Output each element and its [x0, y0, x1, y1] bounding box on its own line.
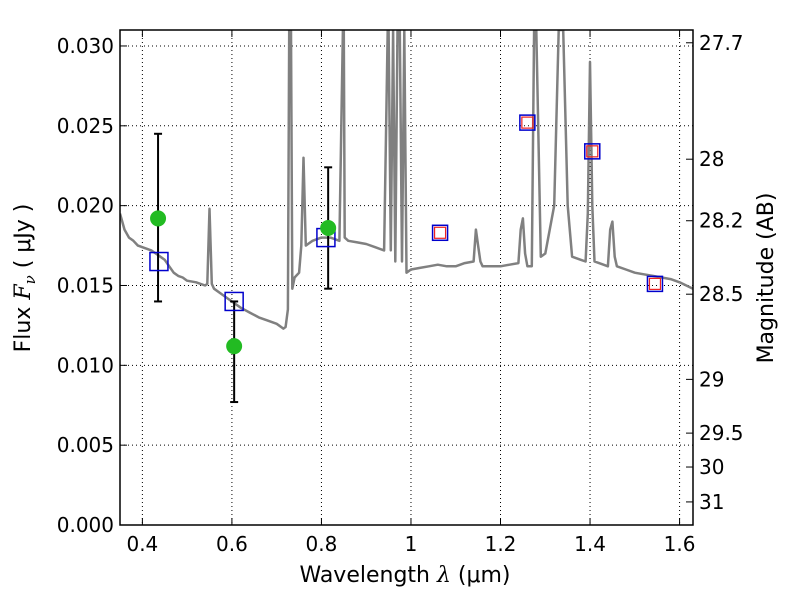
x-tick-label: 0.6	[216, 532, 248, 556]
right-y-tick-label: 27.7	[699, 31, 744, 55]
x-tick-label: 1.6	[664, 532, 696, 556]
grid-layer	[120, 30, 693, 526]
right-y-tick-label: 28	[699, 147, 724, 171]
x-tick-label: 0.8	[306, 532, 338, 556]
x-tick-label: 0.4	[126, 532, 158, 556]
model-fit-box	[433, 226, 447, 239]
axis-layer: 0.4 0.6 0.8 1 1.2 1.4 1.6 0.000 0.005 0.010 0.015 0…	[57, 29, 744, 556]
right-y-tick-label: 28.2	[699, 209, 744, 233]
y-axis-label: Flux Fν ( μJy )	[11, 204, 39, 353]
model-fit-box	[586, 145, 599, 158]
observed-point	[150, 210, 167, 227]
model-photometry-box	[519, 114, 536, 131]
plot-frame	[119, 29, 694, 526]
model-photometry-box	[646, 275, 664, 293]
model-fit-box	[521, 116, 534, 129]
right-y-tick-label: 31	[699, 490, 724, 514]
right-y-tick-label: 29.5	[699, 421, 744, 445]
model-photometry-box	[431, 224, 449, 242]
model-photometry-box	[224, 291, 244, 312]
model-fit-box	[648, 277, 662, 290]
marker-layer	[149, 114, 664, 404]
x-axis-label: Wavelength λ (μm)	[299, 563, 510, 588]
x-tick-label: 1	[405, 532, 418, 556]
y-tick-label: 0.025	[57, 114, 114, 138]
model-spectrum-line	[120, 30, 693, 330]
model-photometry-box	[584, 143, 601, 160]
right-y-tick-label: 30	[699, 455, 724, 479]
y-tick-label: 0.005	[57, 433, 114, 457]
y-tick-label: 0.020	[57, 194, 114, 218]
right-y-tick-label: 28.5	[699, 282, 744, 306]
observed-point	[226, 338, 243, 355]
y-tick-label: 0.030	[57, 34, 114, 58]
model-photometry-box	[149, 251, 169, 272]
y-tick-label: 0.015	[57, 273, 114, 297]
right-y-axis-label: Magnitude (AB)	[754, 193, 779, 364]
right-y-tick-label: 29	[699, 367, 724, 391]
y-tick-label: 0.010	[57, 353, 114, 377]
y-tick-label: 0.000	[57, 513, 114, 537]
observed-point	[320, 220, 337, 236]
x-tick-label: 1.4	[574, 532, 606, 556]
x-tick-label: 1.2	[485, 532, 517, 556]
series-layer	[120, 30, 693, 330]
